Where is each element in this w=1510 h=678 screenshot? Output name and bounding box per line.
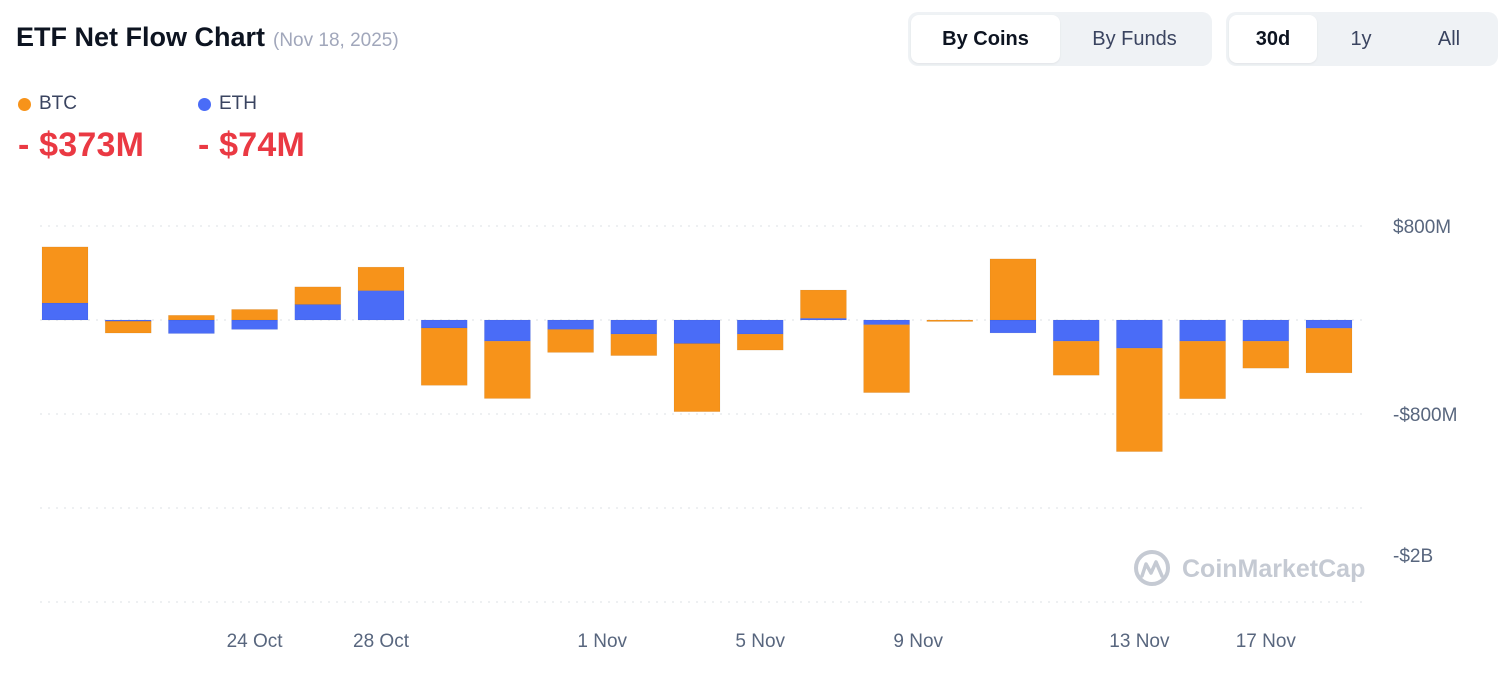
by-funds-button[interactable]: By Funds [1092,27,1177,50]
bar-eth[interactable] [420,319,468,329]
bar-btc[interactable] [1242,340,1290,369]
legend-btc-label: BTC [39,93,77,114]
bar-eth[interactable] [294,304,342,321]
by-coins-button[interactable]: By Coins [911,15,1060,63]
bar-eth[interactable] [547,319,594,330]
bar-btc[interactable] [863,324,910,393]
legend-btc[interactable]: BTC - $373M [18,90,144,165]
eth-dot-icon [198,97,211,111]
bar-eth[interactable] [610,319,658,335]
bar-btc[interactable] [1305,327,1353,374]
chart-header: ETF Net Flow Chart (Nov 18, 2025) [16,22,399,53]
watermark: CoinMarketCap [1134,550,1365,586]
bar-eth[interactable] [863,319,910,325]
bar-btc[interactable] [231,309,278,321]
bars [41,246,1353,452]
page-title: ETF Net Flow Chart [16,22,265,52]
bar-btc[interactable] [989,258,1037,321]
range-toggle: 30d 1y All [1226,12,1498,66]
bar-btc[interactable] [547,329,594,353]
bar-btc[interactable] [736,333,784,351]
view-toggle: By Coins By Funds [908,12,1212,66]
range-1y-button[interactable]: 1y [1350,27,1372,50]
y-tick-label: $800M [1393,217,1451,238]
bar-eth[interactable] [736,319,784,335]
legend-eth-label: ETH [219,93,257,114]
bar-btc[interactable] [420,327,468,386]
bar-eth[interactable] [1305,319,1353,329]
range-all-button[interactable]: All [1437,27,1461,50]
bar-btc[interactable] [41,246,89,304]
bar-eth[interactable] [1116,319,1163,349]
bar-eth[interactable] [41,302,89,321]
bar-btc[interactable] [673,343,721,412]
watermark-text: CoinMarketCap [1182,555,1365,583]
x-tick-label: 17 Nov [1236,631,1297,652]
bar-eth[interactable] [484,319,531,342]
chart-date: (Nov 18, 2025) [273,30,399,51]
bar-btc[interactable] [484,340,531,399]
x-tick-label: 13 Nov [1109,631,1170,652]
bar-btc[interactable] [294,286,342,305]
legend-eth[interactable]: ETH - $74M [198,90,305,165]
bar-btc[interactable] [104,320,152,334]
x-tick-label: 1 Nov [577,631,627,652]
btc-dot-icon [18,97,31,111]
bar-eth[interactable] [357,290,405,321]
bar-btc[interactable] [800,289,847,319]
x-tick-label: 24 Oct [227,631,284,652]
bar-eth[interactable] [1242,319,1290,342]
bar-btc[interactable] [168,315,215,321]
bar-eth[interactable] [673,319,721,344]
bar-eth[interactable] [989,319,1037,334]
bar-eth[interactable] [1052,319,1100,342]
bar-btc[interactable] [926,319,974,322]
x-tick-label: 9 Nov [893,631,943,652]
range-30d-button[interactable]: 30d [1229,15,1317,63]
x-tick-label: 5 Nov [735,631,785,652]
bar-btc[interactable] [1052,340,1100,376]
legend-btc-value: - $373M [18,126,145,164]
bar-btc[interactable] [357,266,405,291]
coinmarketcap-logo-icon [1134,550,1170,586]
x-axis: 24 Oct 28 Oct 1 Nov 5 Nov 9 Nov 13 Nov 17 Nov [227,631,1297,652]
x-tick-label: 28 Oct [353,631,410,652]
bar-eth[interactable] [1179,319,1226,342]
legend-eth-value: - $74M [198,126,306,164]
bar-eth[interactable] [231,319,278,330]
etf-flow-chart[interactable]: $800M -$800M -$2B 24 Oct 28 Oct 1 Nov 5 Nov 9 … [0,180,1510,678]
bar-btc[interactable] [1179,340,1226,400]
bar-btc[interactable] [1116,347,1163,452]
y-tick-label: -$2B [1393,546,1433,567]
y-axis: $800M -$800M -$2B [1393,217,1457,567]
y-tick-label: -$800M [1393,405,1457,426]
bar-btc[interactable] [610,333,658,356]
bar-eth[interactable] [168,319,215,334]
